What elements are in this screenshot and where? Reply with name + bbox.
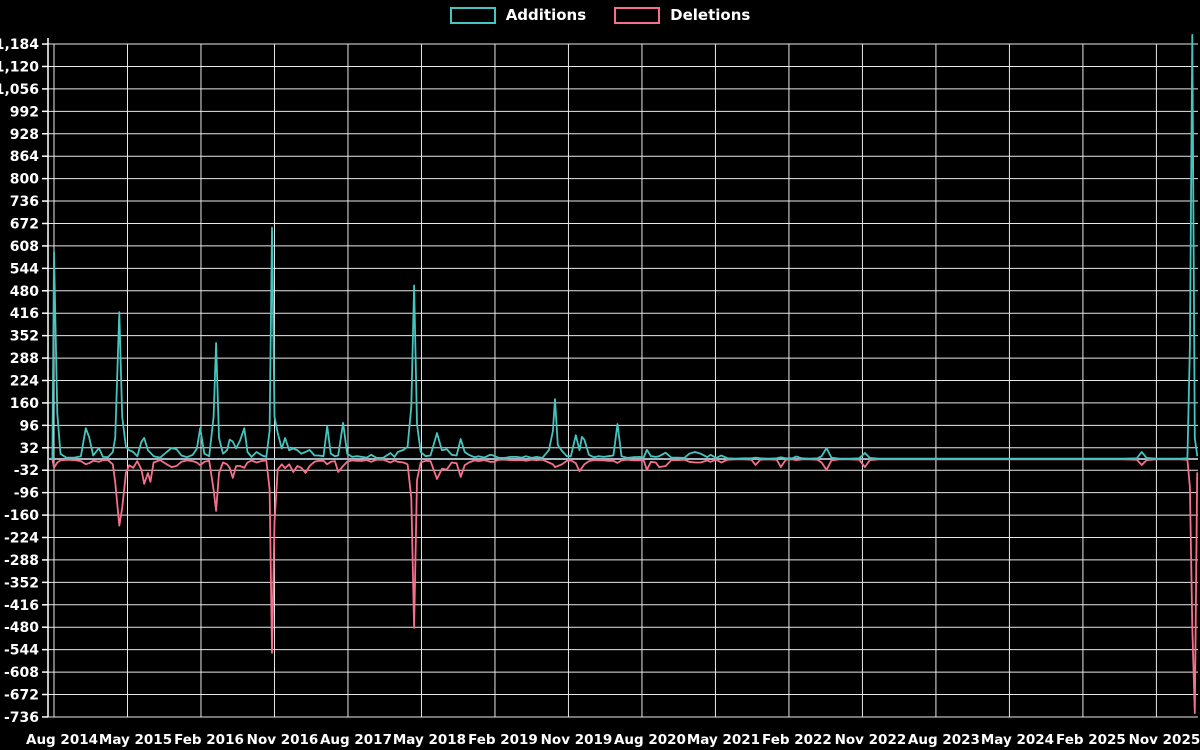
svg-text:Feb 2022: Feb 2022 <box>762 732 832 748</box>
gridlines <box>42 43 1198 718</box>
svg-text:736: 736 <box>10 194 39 210</box>
svg-text:-288: -288 <box>4 553 39 569</box>
svg-text:Nov 2019: Nov 2019 <box>541 732 613 748</box>
svg-text:Feb 2019: Feb 2019 <box>468 732 538 748</box>
svg-text:992: 992 <box>10 104 39 120</box>
svg-text:864: 864 <box>10 149 39 165</box>
x-axis-labels: Aug 2014 May 2015 Feb 2016 Nov 2016 Aug 2017… <box>26 732 1200 748</box>
legend-item-additions[interactable]: Additions <box>449 6 587 24</box>
svg-text:1,120: 1,120 <box>0 59 39 75</box>
svg-text:160: 160 <box>10 396 39 412</box>
svg-text:-544: -544 <box>4 643 39 659</box>
svg-text:May 2024: May 2024 <box>981 732 1054 748</box>
svg-text:96: 96 <box>20 418 39 434</box>
svg-text:May 2018: May 2018 <box>393 732 466 748</box>
svg-text:544: 544 <box>10 261 39 277</box>
svg-text:352: 352 <box>10 329 39 345</box>
svg-text:672: 672 <box>10 216 39 232</box>
svg-text:928: 928 <box>10 127 39 143</box>
svg-text:-736: -736 <box>4 710 39 726</box>
svg-text:-224: -224 <box>4 531 39 547</box>
additions-line <box>51 34 1199 460</box>
deletions-swatch-icon <box>614 6 661 24</box>
svg-text:-96: -96 <box>14 486 39 502</box>
svg-text:288: 288 <box>10 351 39 367</box>
additions-legend-label: Additions <box>505 6 587 24</box>
svg-text:608: 608 <box>10 239 39 255</box>
svg-text:-352: -352 <box>4 575 39 591</box>
svg-text:32: 32 <box>20 441 39 457</box>
svg-text:Aug 2014: Aug 2014 <box>26 732 98 748</box>
additions-swatch-icon <box>449 6 496 24</box>
svg-text:-480: -480 <box>4 620 39 636</box>
svg-text:-672: -672 <box>4 688 39 704</box>
svg-text:-32: -32 <box>14 463 39 479</box>
svg-text:Nov 2016: Nov 2016 <box>247 732 319 748</box>
svg-text:-608: -608 <box>4 665 39 681</box>
legend-item-deletions[interactable]: Deletions <box>614 6 750 24</box>
svg-text:Aug 2017: Aug 2017 <box>320 732 392 748</box>
svg-text:800: 800 <box>10 172 39 188</box>
deletions-legend-label: Deletions <box>670 6 751 24</box>
svg-text:1,056: 1,056 <box>0 82 39 98</box>
svg-text:May 2021: May 2021 <box>687 732 760 748</box>
svg-text:Feb 2025: Feb 2025 <box>1056 732 1126 748</box>
svg-text:Feb 2016: Feb 2016 <box>174 732 244 748</box>
svg-text:Aug 2020: Aug 2020 <box>614 732 686 748</box>
svg-text:480: 480 <box>10 284 39 300</box>
svg-text:Aug 2023: Aug 2023 <box>908 732 980 748</box>
svg-text:Nov 2022: Nov 2022 <box>835 732 907 748</box>
svg-text:May 2015: May 2015 <box>99 732 172 748</box>
chart-legend: Additions Deletions <box>0 6 1200 24</box>
deletions-line <box>51 458 1199 714</box>
svg-text:-416: -416 <box>4 598 39 614</box>
svg-text:224: 224 <box>10 373 39 389</box>
svg-text:Nov 2025: Nov 2025 <box>1129 732 1200 748</box>
y-axis-labels: 1,184 1,120 1,056 992 928 864 800 736 672 608 544 4… <box>0 37 39 726</box>
svg-text:1,184: 1,184 <box>0 37 39 53</box>
svg-text:416: 416 <box>10 306 39 322</box>
svg-text:-160: -160 <box>4 508 39 524</box>
